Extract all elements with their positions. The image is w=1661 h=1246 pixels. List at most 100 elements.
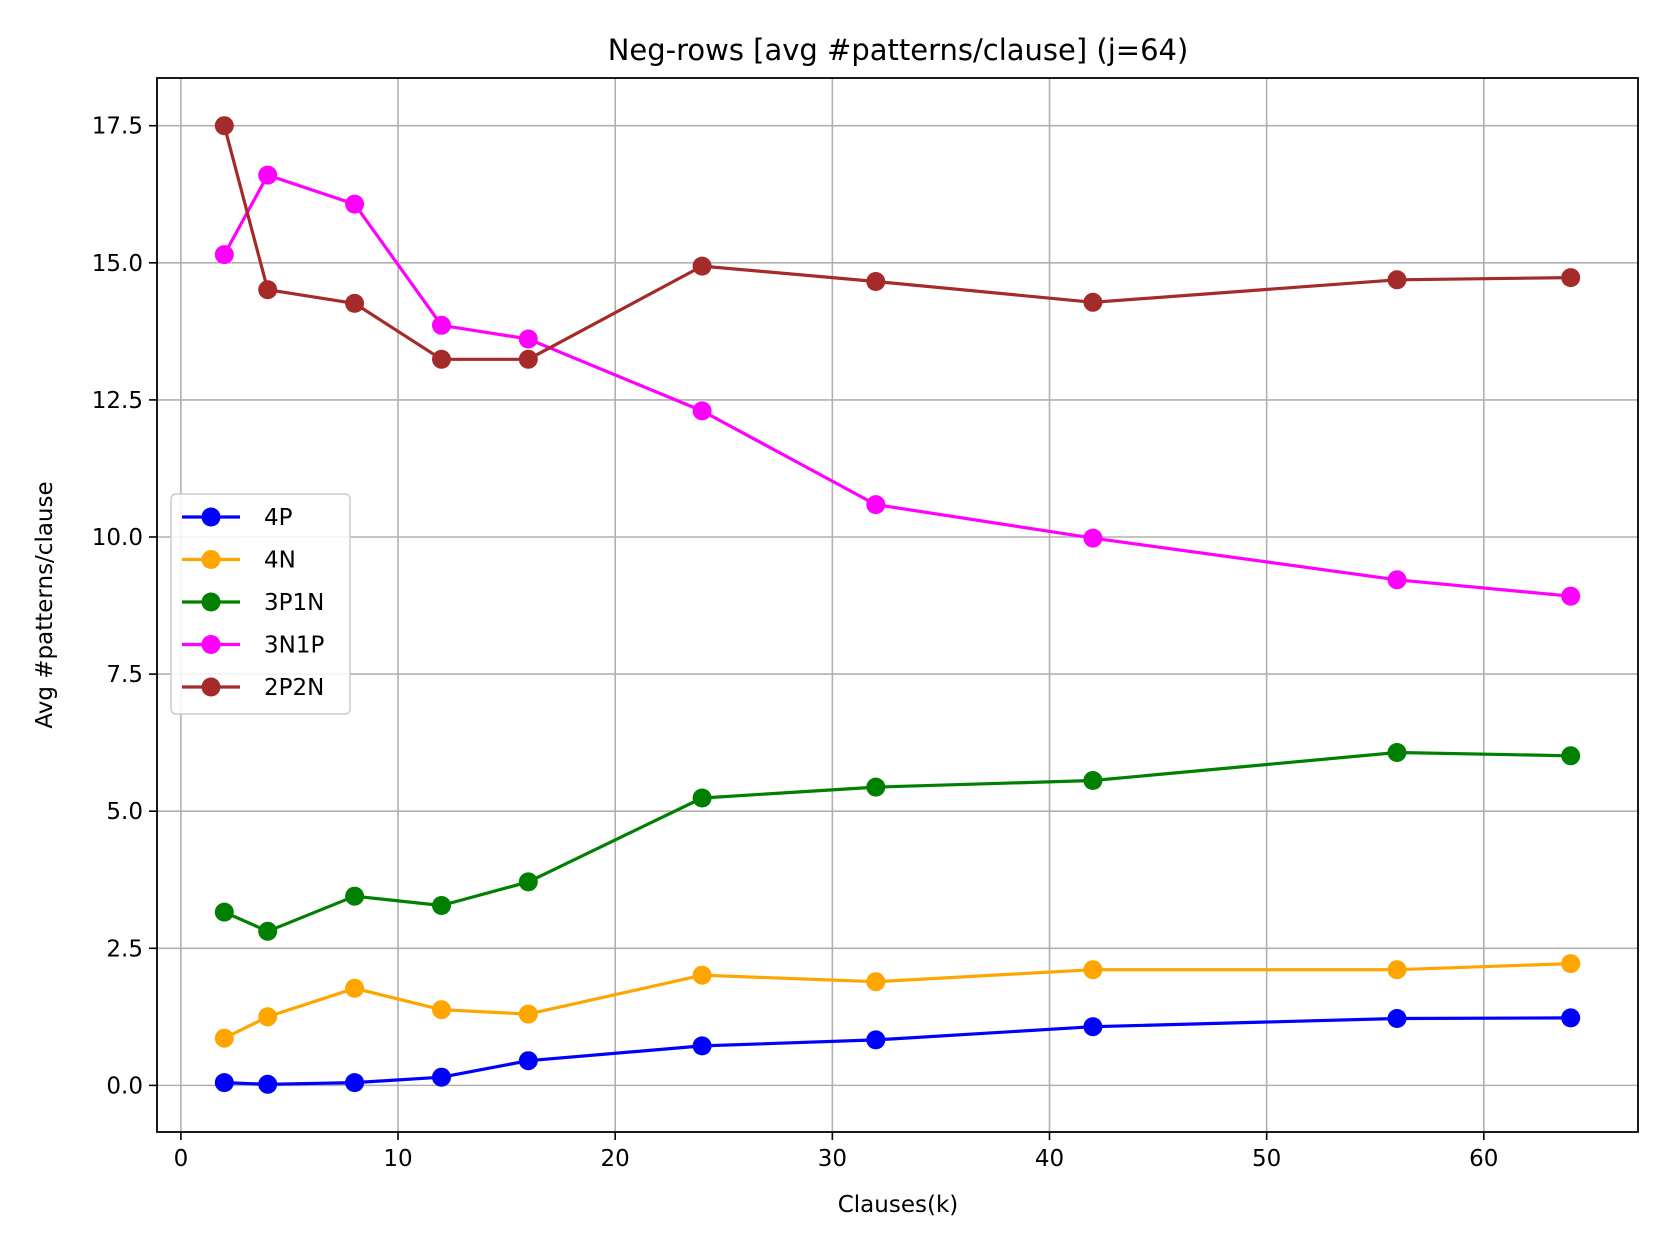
series-line-3n1p [222,173,1571,598]
series-line-4n [223,962,1571,1040]
data-point-2p2n [1083,292,1103,312]
data-point-3p1n [258,921,278,941]
x-tick-label: 50 [1252,1146,1281,1172]
data-point-4p [214,1073,234,1093]
data-point-2p2n [345,293,365,313]
data-point-3n1p [214,245,234,265]
x-axis-label: Clauses(k) [838,1192,959,1218]
data-point-2p2n [518,349,538,369]
legend-entry-3n1p: 3N1P [182,633,324,659]
legend-entry-3p1n: 3P1N [182,590,324,616]
data-point-2p2n [214,116,234,136]
legend-label: 2P2N [264,675,324,701]
data-point-3p1n [432,896,451,915]
legend-entry-2p2n: 2P2N [182,675,324,701]
data-point-4n [1387,960,1407,980]
data-point-4p [1561,1008,1581,1028]
data-point-3p1n [345,886,365,906]
data-point-3n1p [866,495,886,515]
legend: 4P 4N 3P1N 3N1P 2P2N [170,493,351,715]
data-point-3p1n [866,777,886,797]
data-point-4p [1387,1009,1407,1028]
y-axis-label: Avg #patterns/clause [32,481,58,728]
legend-entry-4p: 4P [182,505,293,531]
data-point-2p2n [866,272,886,291]
data-point-4n [345,978,365,998]
chart-title: Neg-rows [avg #patterns/clause] (j=64) [608,33,1189,67]
legend-label: 4P [264,505,293,531]
x-tick-label: 20 [601,1146,630,1172]
legend-marker [201,677,221,697]
x-tick-label: 10 [383,1146,412,1172]
y-tick-label: 0.0 [106,1073,143,1099]
x-tick-label: 30 [818,1146,847,1172]
y-tick-label: 2.5 [106,936,143,962]
legend-label: 4N [264,548,296,574]
data-point-4n [214,1028,234,1048]
series-4p [214,1008,1581,1094]
series-3p1n [214,743,1581,941]
series-4n [214,954,1581,1048]
y-axis-ticks: 0.0 2.5 5.0 7.5 10.0 12.5 15.0 17.5 [92,114,157,1099]
data-point-3n1p [692,401,712,421]
data-point-3n1p [258,165,278,185]
data-point-4n [866,972,886,992]
legend-marker [201,592,221,612]
series-2p2n [214,116,1581,369]
data-point-3p1n [1083,771,1103,790]
data-point-2p2n [1561,268,1581,288]
data-point-4p [866,1030,886,1050]
series-line-2p2n [222,125,1571,361]
series-layer [214,116,1581,1094]
y-tick-label: 5.0 [106,799,143,825]
data-point-4p [258,1074,278,1094]
data-point-3p1n [518,872,538,892]
data-point-3n1p [1561,586,1581,606]
legend-entry-4n: 4N [182,548,296,574]
y-tick-label: 12.5 [92,388,143,414]
data-point-3n1p [432,315,451,335]
data-point-3n1p [345,194,365,214]
data-point-4p [692,1036,712,1056]
x-tick-label: 60 [1469,1146,1498,1172]
grid [157,78,1638,1132]
plot-frame [156,77,1639,1133]
y-tick-label: 7.5 [106,662,143,688]
data-point-3p1n [1387,743,1407,762]
legend-label: 3N1P [264,633,324,659]
x-tick-label: 40 [1035,1146,1064,1172]
data-point-2p2n [432,349,451,369]
data-point-2p2n [1387,270,1407,290]
data-point-4n [258,1007,278,1027]
series-line-4p [224,1016,1571,1086]
data-point-2p2n [692,256,712,276]
data-point-4p [1083,1017,1103,1037]
data-point-3n1p [518,329,538,349]
data-point-4p [518,1051,538,1071]
data-point-4n [432,1000,451,1020]
x-axis-ticks: 0 10 20 30 40 50 60 [174,1132,1498,1172]
data-point-4p [432,1067,451,1087]
y-tick-label: 15.0 [92,251,143,277]
data-point-4n [1083,960,1103,980]
data-point-4p [345,1073,365,1093]
series-3n1p [214,165,1581,606]
data-point-3p1n [1561,746,1581,766]
legend-box [170,493,351,715]
data-point-3p1n [214,902,234,922]
y-tick-label: 17.5 [92,114,143,140]
data-point-2p2n [258,280,278,300]
data-point-3n1p [1083,528,1103,548]
data-point-4n [518,1004,538,1024]
data-point-4n [1561,954,1581,974]
legend-marker [201,635,221,654]
y-tick-label: 10.0 [92,525,143,551]
data-point-3n1p [1387,570,1407,590]
legend-marker [201,507,221,527]
series-line-3p1n [223,750,1571,933]
legend-marker [201,550,221,569]
x-tick-label: 0 [174,1146,189,1172]
legend-label: 3P1N [264,590,324,616]
data-point-4n [692,965,712,985]
